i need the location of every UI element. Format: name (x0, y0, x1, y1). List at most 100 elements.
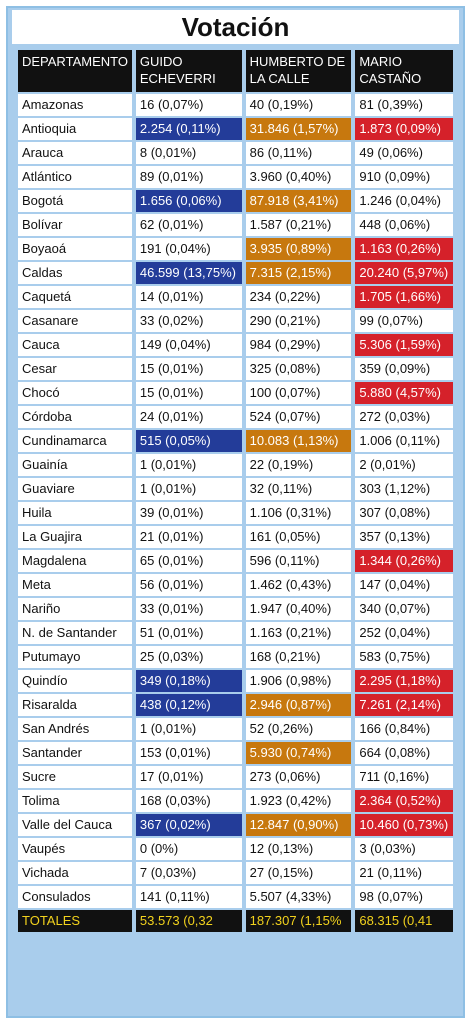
department-cell: N. de Santander (18, 622, 132, 644)
guido-votes-cell: 56 (0,01%) (135, 574, 242, 596)
mario-votes-cell: 272 (0,03%) (355, 406, 453, 428)
table-row: Valle del Cauca 367 (0,02%) 12.847 (0,90%)… (18, 814, 453, 836)
mario-votes-cell: 147 (0,04%) (355, 574, 453, 596)
department-cell: Sucre (18, 766, 132, 788)
department-cell: Risaralda (18, 694, 132, 716)
department-cell: Cauca (18, 334, 132, 356)
humberto-votes-cell: 12 (0,13%) (245, 838, 352, 860)
department-cell: Cesar (18, 358, 132, 380)
department-cell: Nariño (18, 598, 132, 620)
guido-votes-cell: 7 (0,03%) (135, 862, 242, 884)
table-row: Tolima 168 (0,03%) 1.923 (0,42%) 2.364 (0,5… (18, 790, 453, 812)
votes-table: DEPARTAMENTO GUIDO ECHEVERRI HUMBERTO DE… (14, 48, 457, 934)
table-row: Vaupés 0 (0%) 12 (0,13%) 3 (0,03%) (18, 838, 453, 860)
humberto-votes-cell: 1.106 (0,31%) (245, 502, 352, 524)
department-cell: Vichada (18, 862, 132, 884)
table-row: Córdoba 24 (0,01%) 524 (0,07%) 272 (0,03%) (18, 406, 453, 428)
department-cell: Chocó (18, 382, 132, 404)
humberto-votes-cell: 31.846 (1,57%) (245, 118, 352, 140)
guido-votes-cell: 438 (0,12%) (135, 694, 242, 716)
table-row: Cundinamarca 515 (0,05%) 10.083 (1,13%) 1.0… (18, 430, 453, 452)
humberto-votes-cell: 3.935 (0,89%) (245, 238, 352, 260)
totals-humberto-cell: 187.307 (1,15% (245, 910, 352, 932)
mario-votes-cell: 307 (0,08%) (355, 502, 453, 524)
table-row: Amazonas 16 (0,07%) 40 (0,19%) 81 (0,39%) (18, 94, 453, 116)
guido-votes-cell: 1 (0,01%) (135, 718, 242, 740)
mario-votes-cell: 583 (0,75%) (355, 646, 453, 668)
mario-votes-cell: 98 (0,07%) (355, 886, 453, 908)
header-humberto-de-la-calle: HUMBERTO DE LA CALLE (245, 50, 352, 92)
mario-votes-cell: 340 (0,07%) (355, 598, 453, 620)
guido-votes-cell: 25 (0,03%) (135, 646, 242, 668)
mario-votes-cell: 357 (0,13%) (355, 526, 453, 548)
guido-votes-cell: 153 (0,01%) (135, 742, 242, 764)
guido-votes-cell: 1.656 (0,06%) (135, 190, 242, 212)
guido-votes-cell: 39 (0,01%) (135, 502, 242, 524)
mario-votes-cell: 20.240 (5,97%) (355, 262, 453, 284)
mario-votes-cell: 711 (0,16%) (355, 766, 453, 788)
table-row: Casanare 33 (0,02%) 290 (0,21%) 99 (0,07%) (18, 310, 453, 332)
humberto-votes-cell: 161 (0,05%) (245, 526, 352, 548)
humberto-votes-cell: 5.930 (0,74%) (245, 742, 352, 764)
department-cell: Consulados (18, 886, 132, 908)
mario-votes-cell: 1.246 (0,04%) (355, 190, 453, 212)
humberto-votes-cell: 5.507 (4,33%) (245, 886, 352, 908)
department-cell: Cundinamarca (18, 430, 132, 452)
table-row: Arauca 8 (0,01%) 86 (0,11%) 49 (0,06%) (18, 142, 453, 164)
mario-votes-cell: 2 (0,01%) (355, 454, 453, 476)
guido-votes-cell: 33 (0,01%) (135, 598, 242, 620)
humberto-votes-cell: 10.083 (1,13%) (245, 430, 352, 452)
table-row: Huila 39 (0,01%) 1.106 (0,31%) 307 (0,08%) (18, 502, 453, 524)
mario-votes-cell: 3 (0,03%) (355, 838, 453, 860)
humberto-votes-cell: 22 (0,19%) (245, 454, 352, 476)
mario-votes-cell: 359 (0,09%) (355, 358, 453, 380)
mario-votes-cell: 448 (0,06%) (355, 214, 453, 236)
humberto-votes-cell: 40 (0,19%) (245, 94, 352, 116)
department-cell: Guainía (18, 454, 132, 476)
table-row: Guaviare 1 (0,01%) 32 (0,11%) 303 (1,12%) (18, 478, 453, 500)
department-cell: Casanare (18, 310, 132, 332)
humberto-votes-cell: 1.462 (0,43%) (245, 574, 352, 596)
guido-votes-cell: 149 (0,04%) (135, 334, 242, 356)
guido-votes-cell: 2.254 (0,11%) (135, 118, 242, 140)
department-cell: Córdoba (18, 406, 132, 428)
table-row: N. de Santander 51 (0,01%) 1.163 (0,21%) 25… (18, 622, 453, 644)
page-title: Votación (12, 10, 459, 44)
table-row: Cauca 149 (0,04%) 984 (0,29%) 5.306 (1,59%) (18, 334, 453, 356)
guido-votes-cell: 33 (0,02%) (135, 310, 242, 332)
humberto-votes-cell: 32 (0,11%) (245, 478, 352, 500)
header-guido-echeverri: GUIDO ECHEVERRI (135, 50, 242, 92)
department-cell: Arauca (18, 142, 132, 164)
table-row: Putumayo 25 (0,03%) 168 (0,21%) 583 (0,75%) (18, 646, 453, 668)
mario-votes-cell: 2.364 (0,52%) (355, 790, 453, 812)
humberto-votes-cell: 1.923 (0,42%) (245, 790, 352, 812)
humberto-votes-cell: 2.946 (0,87%) (245, 694, 352, 716)
guido-votes-cell: 21 (0,01%) (135, 526, 242, 548)
guido-votes-cell: 0 (0%) (135, 838, 242, 860)
department-cell: Meta (18, 574, 132, 596)
humberto-votes-cell: 87.918 (3,41%) (245, 190, 352, 212)
humberto-votes-cell: 86 (0,11%) (245, 142, 352, 164)
table-row: Caquetá 14 (0,01%) 234 (0,22%) 1.705 (1,66%… (18, 286, 453, 308)
mario-votes-cell: 252 (0,04%) (355, 622, 453, 644)
humberto-votes-cell: 1.163 (0,21%) (245, 622, 352, 644)
humberto-votes-cell: 524 (0,07%) (245, 406, 352, 428)
table-row: Sucre 17 (0,01%) 273 (0,06%) 711 (0,16%) (18, 766, 453, 788)
guido-votes-cell: 16 (0,07%) (135, 94, 242, 116)
table-row: Nariño 33 (0,01%) 1.947 (0,40%) 340 (0,07%) (18, 598, 453, 620)
department-cell: Bolívar (18, 214, 132, 236)
guido-votes-cell: 8 (0,01%) (135, 142, 242, 164)
guido-votes-cell: 62 (0,01%) (135, 214, 242, 236)
mario-votes-cell: 303 (1,12%) (355, 478, 453, 500)
guido-votes-cell: 1 (0,01%) (135, 454, 242, 476)
humberto-votes-cell: 27 (0,15%) (245, 862, 352, 884)
guido-votes-cell: 17 (0,01%) (135, 766, 242, 788)
table-row: Chocó 15 (0,01%) 100 (0,07%) 5.880 (4,57%) (18, 382, 453, 404)
guido-votes-cell: 141 (0,11%) (135, 886, 242, 908)
mario-votes-cell: 5.306 (1,59%) (355, 334, 453, 356)
department-cell: Huila (18, 502, 132, 524)
mario-votes-cell: 1.163 (0,26%) (355, 238, 453, 260)
mario-votes-cell: 1.344 (0,26%) (355, 550, 453, 572)
table-row: Antioquia 2.254 (0,11%) 31.846 (1,57%) 1.87… (18, 118, 453, 140)
guido-votes-cell: 46.599 (13,75%) (135, 262, 242, 284)
